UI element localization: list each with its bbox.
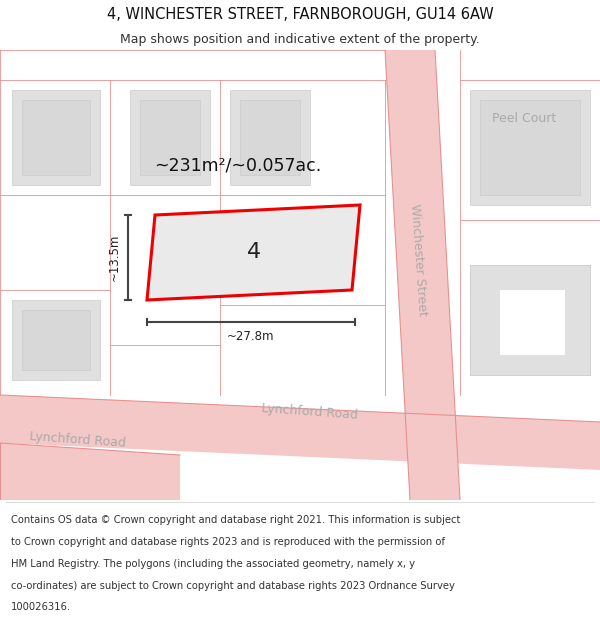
Polygon shape — [385, 50, 460, 500]
Bar — [130, 90, 210, 185]
Bar — [230, 90, 310, 185]
Polygon shape — [147, 205, 360, 300]
Bar — [470, 265, 590, 375]
Bar — [500, 290, 565, 355]
Text: ~27.8m: ~27.8m — [227, 329, 275, 342]
Bar — [140, 100, 200, 175]
Text: co-ordinates) are subject to Crown copyright and database rights 2023 Ordnance S: co-ordinates) are subject to Crown copyr… — [11, 581, 455, 591]
Text: 4: 4 — [247, 242, 260, 262]
Bar — [22, 310, 90, 370]
Text: Map shows position and indicative extent of the property.: Map shows position and indicative extent… — [120, 32, 480, 46]
Text: HM Land Registry. The polygons (including the associated geometry, namely x, y: HM Land Registry. The polygons (includin… — [11, 559, 415, 569]
Bar — [12, 300, 100, 380]
Polygon shape — [0, 443, 180, 500]
Text: Contains OS data © Crown copyright and database right 2021. This information is : Contains OS data © Crown copyright and d… — [11, 515, 460, 525]
Bar — [240, 100, 300, 175]
Text: ~231m²/~0.057ac.: ~231m²/~0.057ac. — [154, 156, 322, 174]
Text: ~13.5m: ~13.5m — [107, 234, 121, 281]
Text: to Crown copyright and database rights 2023 and is reproduced with the permissio: to Crown copyright and database rights 2… — [11, 537, 445, 547]
Polygon shape — [0, 395, 600, 470]
Text: Peel Court: Peel Court — [492, 111, 556, 124]
Text: Winchester Street: Winchester Street — [407, 203, 428, 317]
Bar — [470, 265, 590, 375]
Bar — [480, 100, 580, 195]
Text: Lynchford Road: Lynchford Road — [29, 430, 127, 450]
Text: 100026316.: 100026316. — [11, 602, 71, 612]
Bar — [470, 90, 590, 205]
Text: 4, WINCHESTER STREET, FARNBOROUGH, GU14 6AW: 4, WINCHESTER STREET, FARNBOROUGH, GU14 … — [107, 6, 493, 21]
Bar — [22, 100, 90, 175]
Bar — [12, 90, 100, 185]
Text: Lynchford Road: Lynchford Road — [262, 402, 359, 422]
